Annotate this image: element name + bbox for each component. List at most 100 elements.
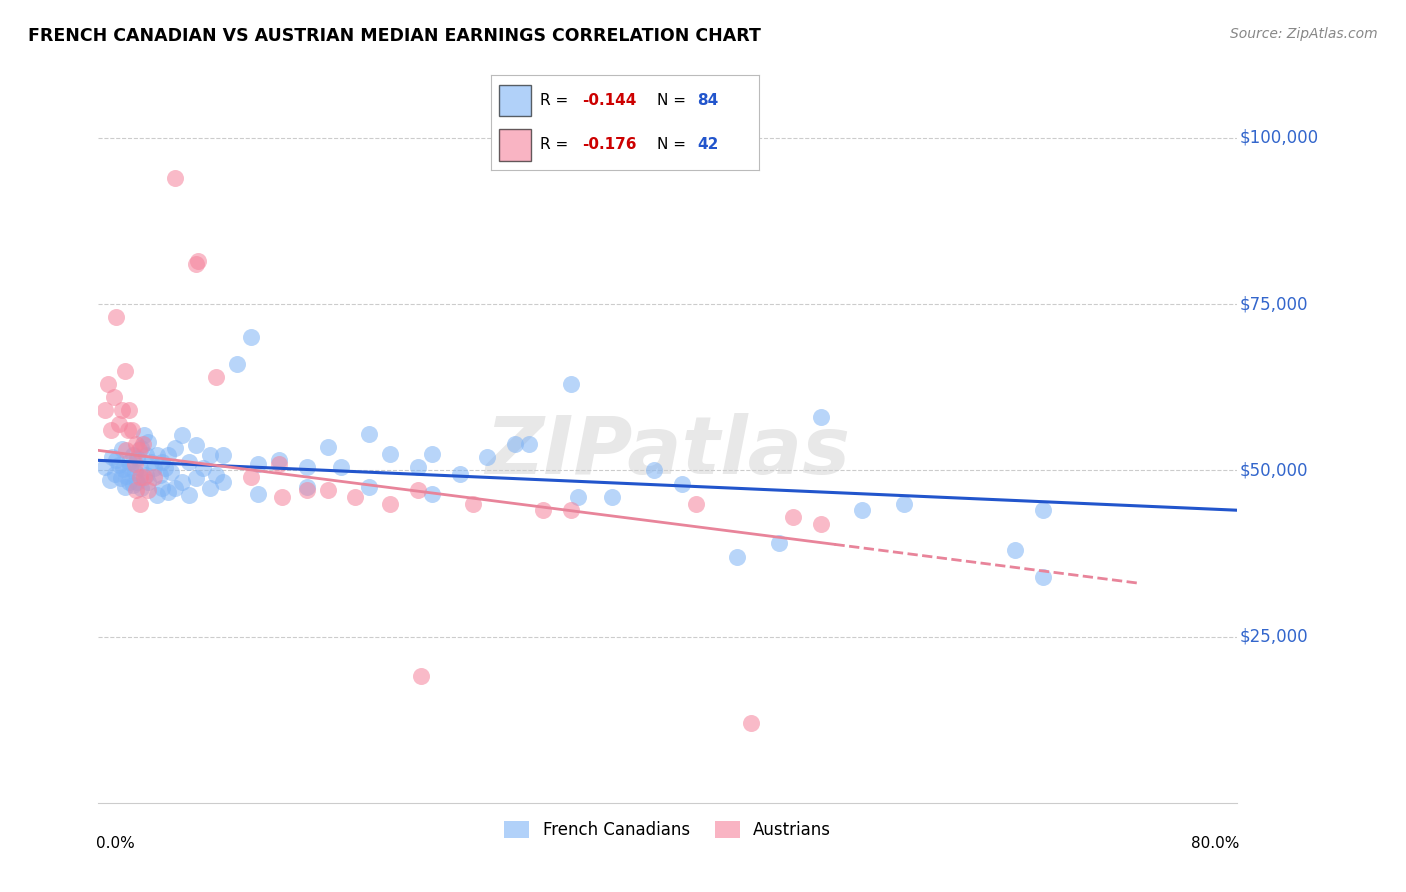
Point — [295, 460, 318, 475]
Point — [118, 455, 141, 469]
Point — [406, 483, 429, 498]
Point — [316, 440, 339, 454]
Point — [163, 481, 186, 495]
Text: 0.0%: 0.0% — [96, 836, 135, 851]
Point — [810, 410, 832, 425]
Point — [159, 465, 181, 479]
Point — [121, 424, 143, 438]
Point — [138, 434, 160, 449]
Point — [125, 436, 148, 450]
Point — [153, 461, 176, 475]
Text: 80.0%: 80.0% — [1191, 836, 1240, 851]
Point — [101, 450, 124, 464]
Point — [212, 448, 235, 462]
Point — [768, 536, 790, 550]
Point — [145, 448, 167, 462]
Point — [1032, 503, 1054, 517]
Point — [378, 447, 401, 461]
Point — [131, 481, 153, 495]
Point — [177, 488, 200, 502]
Text: FRENCH CANADIAN VS AUSTRIAN MEDIAN EARNINGS CORRELATION CHART: FRENCH CANADIAN VS AUSTRIAN MEDIAN EARNI… — [28, 27, 761, 45]
Point — [163, 170, 186, 185]
Point — [267, 457, 290, 471]
Point — [503, 436, 526, 450]
Point — [685, 497, 707, 511]
Point — [184, 257, 207, 271]
Point — [141, 455, 163, 469]
Point — [114, 363, 136, 377]
Point — [143, 461, 166, 475]
Text: $75,000: $75,000 — [1240, 295, 1308, 313]
Point — [643, 463, 665, 477]
Text: ZIPatlas: ZIPatlas — [485, 413, 851, 491]
Point — [115, 468, 138, 483]
Point — [560, 376, 582, 391]
Point — [127, 451, 149, 466]
Point — [449, 467, 471, 481]
Point — [671, 476, 693, 491]
Point — [103, 390, 125, 404]
Point — [105, 453, 128, 467]
Point — [94, 460, 117, 475]
Point — [118, 475, 141, 489]
Point — [127, 475, 149, 489]
Point — [270, 490, 292, 504]
Point — [129, 470, 152, 484]
Point — [267, 453, 290, 467]
Point — [463, 497, 485, 511]
Point — [420, 486, 443, 500]
Point — [134, 428, 156, 442]
Point — [104, 467, 127, 481]
Point — [150, 455, 173, 469]
Point — [740, 716, 762, 731]
Point — [187, 253, 209, 268]
Point — [163, 442, 186, 456]
Text: $100,000: $100,000 — [1240, 128, 1319, 147]
Point — [148, 467, 170, 482]
Point — [138, 475, 160, 489]
Point — [782, 509, 804, 524]
Point — [600, 490, 623, 504]
Legend: French Canadians, Austrians: French Canadians, Austrians — [498, 814, 838, 846]
Point — [567, 490, 589, 504]
Point — [138, 483, 160, 498]
Point — [406, 460, 429, 475]
Point — [560, 503, 582, 517]
Point — [212, 475, 235, 489]
Point — [122, 448, 145, 462]
Point — [108, 417, 131, 431]
Point — [170, 475, 193, 489]
Point — [118, 403, 141, 417]
Point — [129, 461, 152, 475]
Point — [810, 516, 832, 531]
Point — [205, 467, 228, 482]
Point — [94, 403, 117, 417]
Point — [105, 310, 128, 325]
Point — [198, 448, 221, 462]
Point — [240, 330, 263, 344]
Point — [198, 481, 221, 495]
Point — [378, 497, 401, 511]
Point — [226, 357, 249, 371]
Point — [128, 443, 150, 458]
Point — [344, 490, 367, 504]
Text: $25,000: $25,000 — [1240, 628, 1308, 646]
Point — [143, 470, 166, 484]
Point — [1032, 570, 1054, 584]
Point — [184, 471, 207, 485]
Point — [240, 470, 263, 484]
Point — [359, 480, 381, 494]
Point — [477, 450, 499, 464]
Point — [205, 370, 228, 384]
Point — [517, 436, 540, 450]
Point — [295, 480, 318, 494]
Point — [129, 497, 152, 511]
Point — [150, 481, 173, 495]
Point — [156, 448, 179, 462]
Point — [98, 473, 121, 487]
Point — [247, 457, 270, 471]
Point — [359, 426, 381, 441]
Point — [135, 467, 157, 482]
Point — [409, 669, 432, 683]
Point — [97, 376, 120, 391]
